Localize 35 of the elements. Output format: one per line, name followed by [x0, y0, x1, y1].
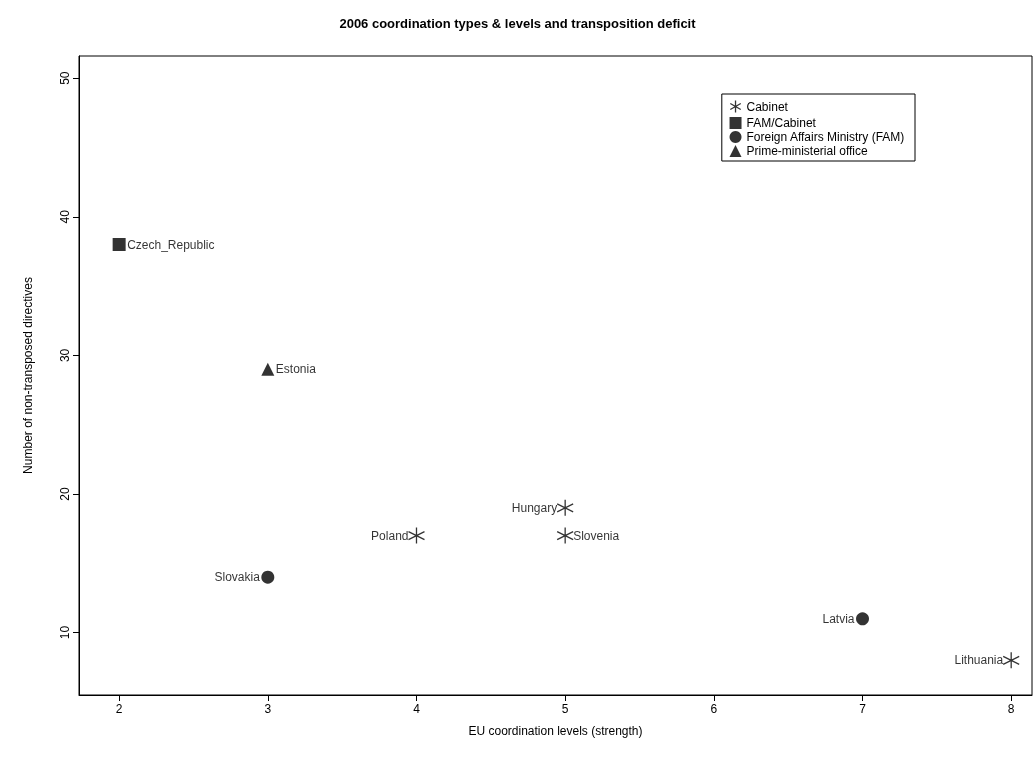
point — [556, 526, 574, 545]
x-tick-label: 4 — [413, 702, 421, 716]
y-tick-label: 20 — [58, 487, 72, 501]
annotation: Slovenia — [573, 528, 620, 543]
annotation: Poland — [371, 528, 409, 543]
y-tick-label: 10 — [58, 625, 72, 640]
chart-title: 2006 coordination types & levels and transposition deficit — [339, 16, 697, 31]
x-tick-label: 6 — [710, 702, 718, 716]
annotation: Estonia — [275, 362, 317, 377]
legend-label: Cabinet — [746, 99, 789, 114]
y-tick-label: 50 — [58, 71, 72, 85]
x-tick-label: 7 — [859, 702, 867, 716]
annotation: Hungary — [511, 500, 558, 515]
point — [261, 570, 275, 584]
annotation: Latvia — [822, 611, 855, 626]
x-tick-label: 2 — [115, 702, 123, 716]
y-axis-title: Number of non-transposed directives — [21, 277, 35, 474]
annotation: Slovakia — [214, 570, 261, 585]
x-axis-title: EU coordination levels (strength) — [468, 724, 643, 738]
legend-label: FAM/Cabinet — [746, 116, 817, 130]
x-tick-label: 3 — [264, 702, 272, 716]
x-tick-label: 8 — [1007, 702, 1015, 716]
y-tick-label: 30 — [58, 348, 72, 363]
y-tick-label: 40 — [58, 209, 72, 224]
point — [856, 612, 870, 626]
point — [1002, 651, 1020, 669]
legend-label: Prime-ministerial office — [746, 144, 868, 158]
point — [407, 526, 426, 545]
point — [112, 238, 126, 252]
annotation: Czech_Republic — [127, 237, 215, 252]
legend-label: Foreign Affairs Ministry (FAM) — [746, 130, 905, 144]
point — [556, 499, 574, 517]
annotation: Lithuania — [954, 653, 1004, 668]
x-tick-label: 5 — [561, 702, 569, 716]
point — [261, 362, 275, 376]
